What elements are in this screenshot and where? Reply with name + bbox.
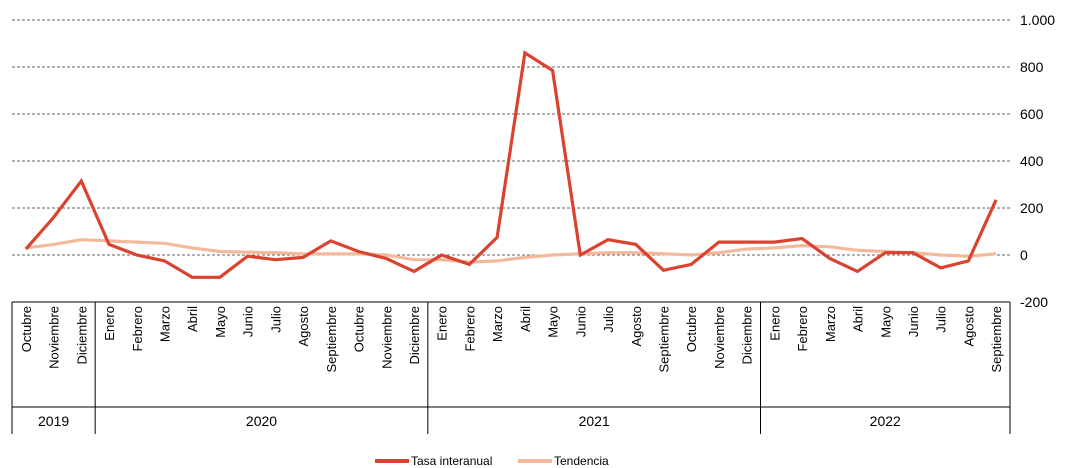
year-labels: 2019 2020 2021 2022 <box>38 413 901 429</box>
month-label: Noviembre <box>47 306 62 369</box>
y-tick-label: 1.000 <box>1020 12 1055 28</box>
y-tick-label: 600 <box>1020 106 1044 122</box>
y-axis-tick-labels: -200 0 200 400 600 800 1.000 <box>1020 12 1055 310</box>
gridlines <box>12 19 1010 256</box>
year-label: 2019 <box>38 413 69 429</box>
month-label: Junio <box>573 306 588 337</box>
series-lines <box>24 50 998 279</box>
month-label: Enero <box>102 306 117 341</box>
year-label: 2020 <box>246 413 277 429</box>
y-tick-label: 200 <box>1020 200 1044 216</box>
month-label: Julio <box>268 306 283 333</box>
month-label: Octubre <box>352 306 367 352</box>
month-label: Octubre <box>19 306 34 352</box>
month-label: Septiembre <box>989 306 1004 372</box>
month-label: Junio <box>241 306 256 337</box>
month-label: Agosto <box>961 306 976 346</box>
y-tick-label: 400 <box>1020 153 1044 169</box>
month-label: Marzo <box>823 306 838 342</box>
month-label: Noviembre <box>712 306 727 369</box>
month-label: Septiembre <box>324 306 339 372</box>
y-tick-label: -200 <box>1020 294 1048 310</box>
month-label: Marzo <box>490 306 505 342</box>
month-labels: Octubre Noviembre Diciembre Enero Febrero Mar… <box>19 306 1004 373</box>
month-label: Junio <box>906 306 921 337</box>
month-label: Agosto <box>296 306 311 346</box>
month-label: Mayo <box>878 306 893 338</box>
month-label: Febrero <box>130 306 145 352</box>
legend: Tasa interanual Tendencia <box>375 454 609 468</box>
month-label: Diciembre <box>74 306 89 365</box>
year-label: 2022 <box>870 413 901 429</box>
legend-label: Tasa interanual <box>411 454 492 468</box>
month-label: Agosto <box>629 306 644 346</box>
month-label: Julio <box>601 306 616 333</box>
month-label: Mayo <box>213 306 228 338</box>
y-tick-label: 0 <box>1020 247 1028 263</box>
month-label: Febrero <box>462 306 477 352</box>
month-label: Marzo <box>157 306 172 342</box>
month-label: Abril <box>851 306 866 332</box>
month-label: Enero <box>435 306 450 341</box>
month-label: Septiembre <box>656 306 671 372</box>
month-label: Diciembre <box>740 306 755 365</box>
month-label: Julio <box>934 306 949 333</box>
month-label: Abril <box>518 306 533 332</box>
series-line-tendencia <box>25 238 997 264</box>
month-label: Octubre <box>684 306 699 352</box>
month-label: Febrero <box>795 306 810 352</box>
category-axis <box>11 301 1011 434</box>
series-line-tasa-interanual <box>24 50 998 279</box>
y-tick-label: 800 <box>1020 59 1044 75</box>
month-label: Abril <box>185 306 200 332</box>
month-label: Enero <box>767 306 782 341</box>
legend-label: Tendencia <box>554 454 609 468</box>
month-label: Noviembre <box>379 306 394 369</box>
month-label: Diciembre <box>407 306 422 365</box>
month-label: Mayo <box>546 306 561 338</box>
year-label: 2021 <box>579 413 610 429</box>
